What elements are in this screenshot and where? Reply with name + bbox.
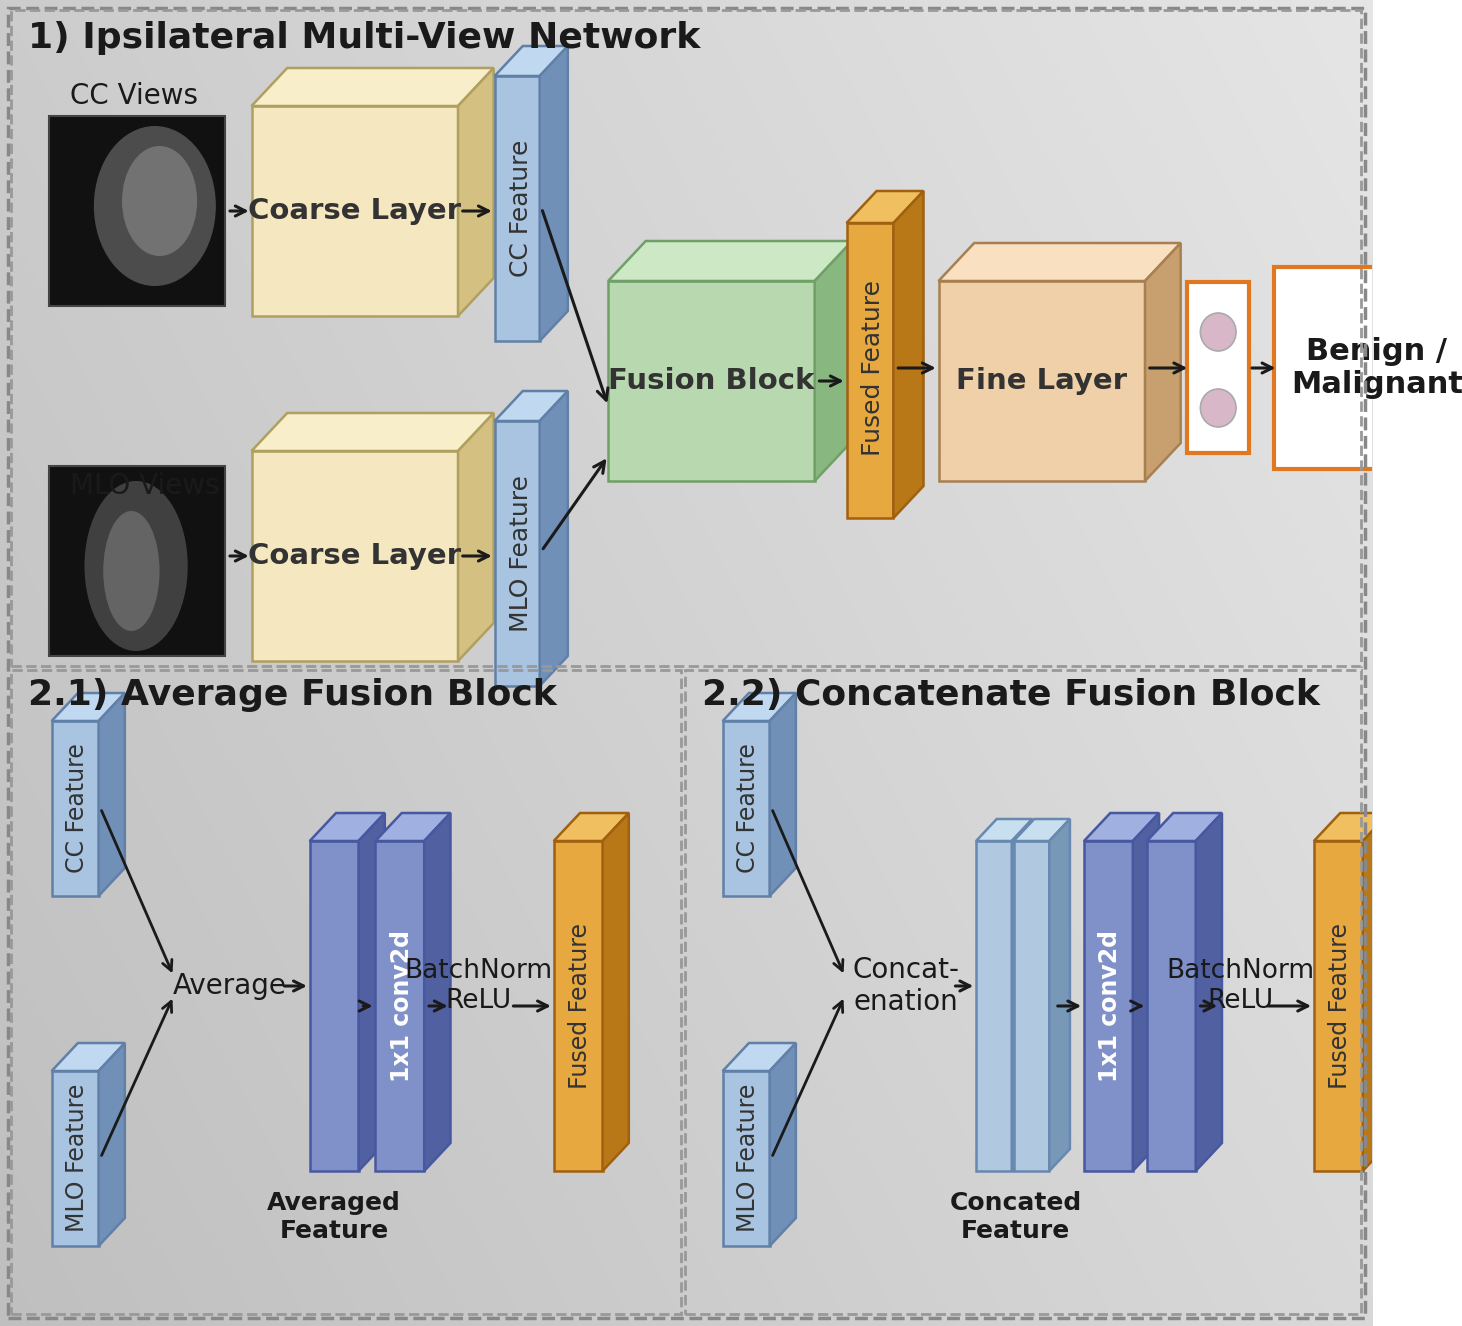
Polygon shape	[458, 412, 494, 660]
Text: Coarse Layer: Coarse Layer	[249, 542, 462, 570]
FancyBboxPatch shape	[48, 465, 225, 656]
Polygon shape	[722, 693, 795, 721]
Polygon shape	[1133, 813, 1159, 1171]
Polygon shape	[1363, 813, 1389, 1171]
Polygon shape	[608, 281, 814, 481]
Polygon shape	[769, 693, 795, 896]
Text: CC Feature: CC Feature	[509, 139, 532, 277]
Polygon shape	[310, 813, 385, 841]
Text: Average: Average	[173, 972, 287, 1000]
Polygon shape	[722, 721, 769, 896]
Text: 1x1 conv2d: 1x1 conv2d	[390, 930, 414, 1082]
Polygon shape	[98, 693, 124, 896]
Polygon shape	[494, 46, 567, 76]
Polygon shape	[1013, 841, 1050, 1171]
Text: CC Feature: CC Feature	[735, 743, 760, 873]
Polygon shape	[722, 1071, 769, 1246]
Polygon shape	[939, 243, 1181, 281]
Polygon shape	[424, 813, 450, 1171]
Polygon shape	[1314, 813, 1389, 841]
Text: Concat-
enation: Concat- enation	[852, 956, 959, 1016]
Polygon shape	[51, 721, 98, 896]
Text: CC Feature: CC Feature	[64, 743, 89, 873]
Text: Averaged
Feature: Averaged Feature	[268, 1191, 401, 1242]
Polygon shape	[376, 841, 424, 1171]
Text: MLO Views: MLO Views	[70, 472, 219, 500]
Polygon shape	[1146, 813, 1222, 841]
Polygon shape	[1314, 841, 1363, 1171]
Text: 1) Ipsilateral Multi-View Network: 1) Ipsilateral Multi-View Network	[28, 21, 700, 54]
Polygon shape	[310, 841, 358, 1171]
Polygon shape	[554, 841, 602, 1171]
Polygon shape	[494, 420, 539, 686]
Text: MLO Feature: MLO Feature	[735, 1083, 760, 1232]
Text: Fine Layer: Fine Layer	[956, 367, 1127, 395]
Polygon shape	[602, 813, 629, 1171]
Polygon shape	[893, 191, 924, 518]
Ellipse shape	[1200, 389, 1235, 427]
FancyBboxPatch shape	[1273, 267, 1462, 469]
Polygon shape	[251, 451, 458, 660]
Polygon shape	[251, 68, 494, 106]
Text: Fused Feature: Fused Feature	[861, 280, 885, 456]
Polygon shape	[1013, 819, 1070, 841]
Polygon shape	[1083, 813, 1159, 841]
Polygon shape	[1083, 841, 1133, 1171]
Polygon shape	[1012, 819, 1032, 1171]
Polygon shape	[51, 693, 124, 721]
Polygon shape	[494, 391, 567, 420]
Polygon shape	[458, 68, 494, 316]
Polygon shape	[539, 391, 567, 686]
Text: BatchNorm
ReLU: BatchNorm ReLU	[405, 957, 553, 1014]
Text: 2.2) Concatenate Fusion Block: 2.2) Concatenate Fusion Block	[702, 678, 1320, 712]
Polygon shape	[494, 76, 539, 341]
Text: Fusion Block: Fusion Block	[608, 367, 814, 395]
Text: Concated
Feature: Concated Feature	[949, 1191, 1082, 1242]
Polygon shape	[51, 1044, 124, 1071]
Polygon shape	[1196, 813, 1222, 1171]
FancyBboxPatch shape	[48, 115, 225, 306]
Ellipse shape	[104, 511, 159, 631]
Polygon shape	[722, 1044, 795, 1071]
Text: Fused Feature: Fused Feature	[1327, 923, 1352, 1089]
Ellipse shape	[94, 126, 216, 286]
Polygon shape	[51, 1071, 98, 1246]
Polygon shape	[769, 1044, 795, 1246]
FancyBboxPatch shape	[1187, 282, 1249, 453]
Polygon shape	[846, 191, 924, 223]
Polygon shape	[977, 819, 1032, 841]
Text: BatchNorm
ReLU: BatchNorm ReLU	[1167, 957, 1314, 1014]
Text: Benign /
Malignant: Benign / Malignant	[1291, 337, 1462, 399]
Text: 2.1) Average Fusion Block: 2.1) Average Fusion Block	[28, 678, 557, 712]
Polygon shape	[814, 241, 852, 481]
Polygon shape	[1146, 841, 1196, 1171]
Text: Fused Feature: Fused Feature	[569, 923, 592, 1089]
Polygon shape	[554, 813, 629, 841]
Text: CC Views: CC Views	[70, 82, 199, 110]
Text: Coarse Layer: Coarse Layer	[249, 198, 462, 225]
Polygon shape	[977, 841, 1012, 1171]
Text: 1x1 conv2d: 1x1 conv2d	[1098, 930, 1123, 1082]
Text: MLO Feature: MLO Feature	[509, 475, 532, 631]
Polygon shape	[251, 412, 494, 451]
Ellipse shape	[85, 481, 187, 651]
Polygon shape	[608, 241, 852, 281]
Text: MLO Feature: MLO Feature	[64, 1083, 89, 1232]
Polygon shape	[1050, 819, 1070, 1171]
Polygon shape	[846, 223, 893, 518]
Polygon shape	[539, 46, 567, 341]
Polygon shape	[376, 813, 450, 841]
Polygon shape	[358, 813, 385, 1171]
Ellipse shape	[1200, 313, 1235, 351]
Ellipse shape	[121, 146, 197, 256]
Polygon shape	[251, 106, 458, 316]
Polygon shape	[98, 1044, 124, 1246]
Polygon shape	[939, 281, 1145, 481]
Polygon shape	[1145, 243, 1181, 481]
